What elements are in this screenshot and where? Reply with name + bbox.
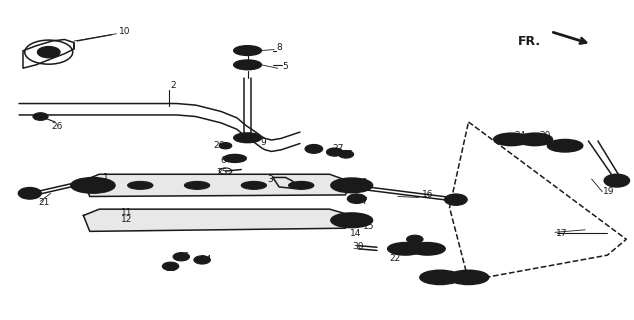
Circle shape (444, 194, 467, 205)
Text: 3: 3 (267, 174, 273, 184)
Ellipse shape (184, 181, 210, 189)
Text: 23: 23 (165, 264, 176, 273)
Circle shape (327, 148, 343, 156)
Ellipse shape (517, 133, 552, 146)
Circle shape (604, 174, 630, 187)
Text: 18: 18 (444, 277, 455, 286)
Ellipse shape (242, 181, 266, 189)
Ellipse shape (503, 137, 520, 142)
Ellipse shape (547, 140, 583, 152)
Circle shape (18, 188, 41, 199)
Text: 15: 15 (363, 222, 375, 231)
Ellipse shape (242, 136, 254, 140)
Ellipse shape (288, 181, 314, 189)
Text: 5: 5 (283, 62, 288, 71)
Text: FR.: FR. (518, 35, 541, 48)
Text: 30: 30 (353, 242, 364, 251)
Text: 4: 4 (310, 144, 315, 153)
Ellipse shape (190, 183, 205, 188)
Ellipse shape (242, 48, 254, 53)
Ellipse shape (419, 246, 436, 252)
Circle shape (33, 113, 48, 120)
Text: 7: 7 (361, 197, 367, 206)
Circle shape (305, 144, 323, 153)
Circle shape (406, 235, 423, 244)
Circle shape (347, 194, 366, 204)
Ellipse shape (494, 133, 529, 146)
Ellipse shape (557, 143, 573, 148)
Text: 29: 29 (86, 182, 98, 191)
Text: 13: 13 (351, 220, 362, 229)
Text: 18: 18 (560, 140, 572, 149)
Ellipse shape (527, 137, 543, 142)
Circle shape (219, 142, 232, 149)
Text: 24: 24 (515, 131, 526, 140)
Ellipse shape (234, 60, 261, 70)
Text: 15: 15 (179, 252, 190, 261)
Text: 17: 17 (555, 229, 567, 238)
Ellipse shape (459, 274, 478, 281)
Ellipse shape (83, 182, 103, 189)
Ellipse shape (242, 63, 254, 67)
Circle shape (339, 150, 354, 158)
Text: 8: 8 (276, 43, 282, 52)
Text: 14: 14 (351, 229, 362, 238)
Ellipse shape (71, 178, 115, 193)
Text: 19: 19 (603, 187, 614, 196)
Ellipse shape (127, 181, 153, 189)
Circle shape (194, 256, 210, 264)
Ellipse shape (420, 270, 460, 284)
Text: 9: 9 (261, 138, 266, 147)
Text: 26: 26 (214, 141, 225, 150)
Ellipse shape (430, 274, 450, 281)
Text: 21: 21 (39, 198, 50, 207)
Ellipse shape (448, 270, 489, 284)
Circle shape (341, 179, 360, 188)
Ellipse shape (388, 243, 423, 255)
Text: 10: 10 (119, 27, 130, 36)
Ellipse shape (342, 182, 361, 189)
Text: 26: 26 (51, 122, 63, 131)
Ellipse shape (397, 246, 413, 252)
Ellipse shape (342, 217, 361, 224)
Text: 25: 25 (217, 168, 228, 177)
Circle shape (173, 252, 190, 261)
Text: 6: 6 (221, 156, 226, 164)
Text: 2: 2 (171, 81, 176, 90)
Text: 22: 22 (390, 254, 401, 263)
Ellipse shape (230, 156, 240, 160)
Text: 28: 28 (357, 178, 368, 187)
Ellipse shape (410, 243, 445, 255)
Polygon shape (84, 174, 352, 196)
Ellipse shape (331, 213, 373, 228)
Text: 1: 1 (103, 173, 108, 182)
Ellipse shape (294, 183, 309, 188)
Text: 12: 12 (120, 215, 132, 224)
Text: 27: 27 (332, 144, 344, 153)
Text: 31: 31 (412, 239, 424, 248)
Circle shape (37, 46, 60, 58)
Text: 14: 14 (201, 255, 212, 264)
Ellipse shape (224, 155, 246, 163)
Ellipse shape (234, 46, 261, 55)
Ellipse shape (234, 133, 261, 143)
Ellipse shape (133, 183, 148, 188)
Text: 11: 11 (120, 208, 132, 217)
Circle shape (162, 262, 179, 270)
Text: 20: 20 (540, 131, 551, 140)
Polygon shape (84, 209, 352, 231)
Text: 16: 16 (422, 190, 433, 199)
Ellipse shape (246, 183, 261, 188)
Ellipse shape (331, 178, 373, 193)
Text: 27: 27 (342, 150, 353, 159)
